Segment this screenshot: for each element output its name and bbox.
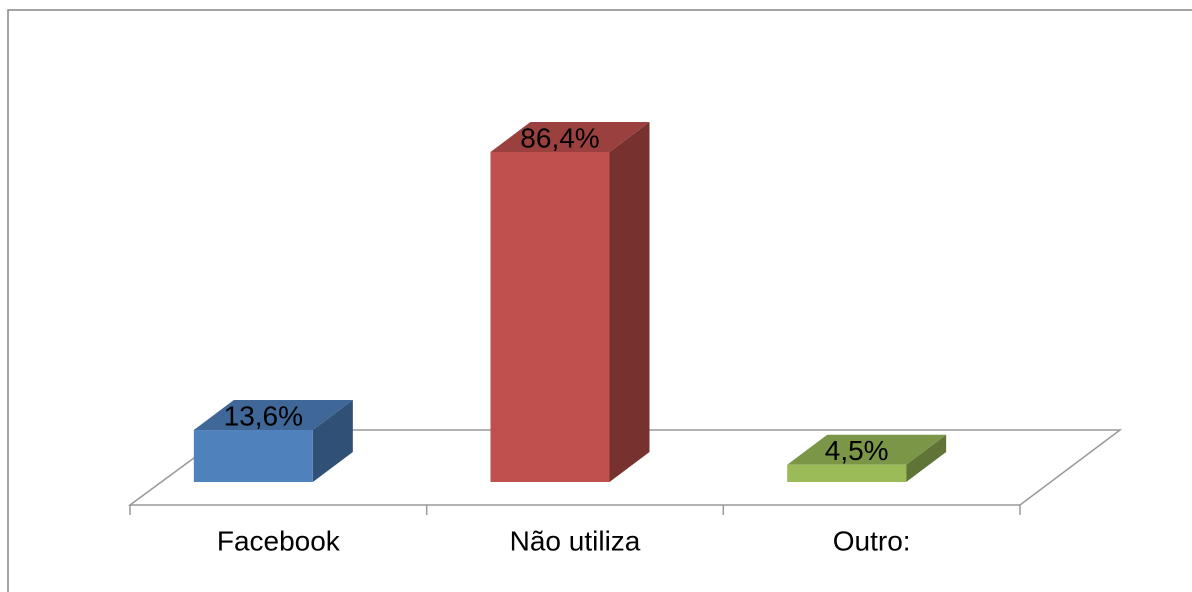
bar-top [787, 434, 947, 465]
bar [490, 151, 610, 482]
data-label: 4,5% [825, 435, 889, 466]
x-tick-label: Não utiliza [510, 525, 641, 556]
x-tick-label: Outro: [833, 525, 911, 556]
data-label: 13,6% [224, 400, 303, 431]
bar-side [906, 434, 947, 482]
bar-top [193, 400, 353, 431]
bar-side [312, 400, 353, 482]
bar [787, 464, 907, 482]
bar [193, 430, 313, 482]
bar-side [609, 121, 650, 483]
x-tick-label: Facebook [217, 525, 341, 556]
data-label: 86,4% [520, 122, 599, 153]
bar-top [490, 121, 650, 152]
